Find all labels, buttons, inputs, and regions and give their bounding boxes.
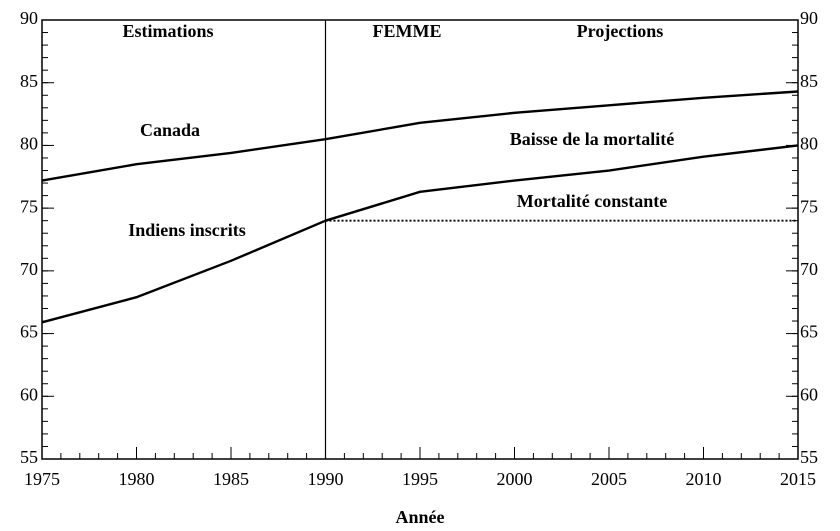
x-axis-label: Année	[396, 507, 445, 527]
x-tick-label: 2005	[591, 469, 627, 489]
series-line	[41, 219, 326, 324]
y2-tick-label: 70	[800, 259, 818, 279]
series-line	[41, 90, 799, 182]
x-tick-label: 1985	[213, 469, 249, 489]
y2-tick-label: 90	[800, 8, 818, 28]
y-tick-label: 60	[20, 384, 38, 404]
y2-tick-label: 80	[800, 134, 818, 154]
series-label: Mortalité constante	[517, 191, 667, 211]
y-tick-label: 90	[20, 8, 38, 28]
y-tick-label: 70	[20, 259, 38, 279]
series-label: Baisse de la mortalité	[510, 129, 674, 149]
y-tick-label: 85	[20, 71, 38, 91]
annotation: Estimations	[122, 21, 213, 41]
y-tick-label: 65	[20, 322, 38, 342]
y2-tick-label: 85	[800, 71, 818, 91]
x-tick-label: 2000	[497, 469, 533, 489]
x-tick-label: 1990	[308, 469, 344, 489]
annotation: FEMME	[373, 21, 442, 41]
series-label: Canada	[140, 120, 200, 140]
x-tick-label: 2010	[686, 469, 722, 489]
series-line	[325, 144, 799, 222]
y2-tick-label: 75	[800, 196, 818, 216]
annotation: Projections	[577, 21, 664, 41]
y2-tick-label: 60	[800, 384, 818, 404]
y2-tick-label: 65	[800, 322, 818, 342]
x-tick-label: 2015	[780, 469, 816, 489]
x-tick-label: 1975	[24, 469, 60, 489]
y2-tick-label: 55	[800, 447, 818, 467]
series-label: Indiens inscrits	[128, 220, 246, 240]
y-tick-label: 80	[20, 134, 38, 154]
x-tick-label: 1980	[119, 469, 155, 489]
x-tick-label: 1995	[402, 469, 438, 489]
y-tick-label: 75	[20, 196, 38, 216]
y-tick-label: 55	[20, 447, 38, 467]
